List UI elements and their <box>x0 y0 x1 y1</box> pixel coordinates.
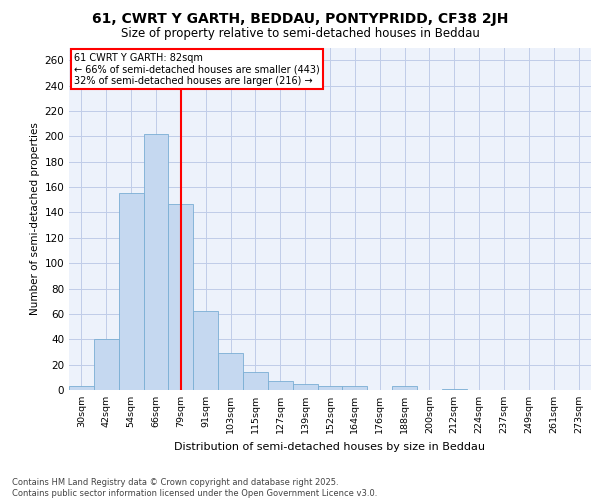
Bar <box>119 194 143 390</box>
Bar <box>268 381 293 390</box>
Text: 61 CWRT Y GARTH: 82sqm
← 66% of semi-detached houses are smaller (443)
32% of se: 61 CWRT Y GARTH: 82sqm ← 66% of semi-det… <box>74 52 320 86</box>
X-axis label: Distribution of semi-detached houses by size in Beddau: Distribution of semi-detached houses by … <box>175 442 485 452</box>
Text: Contains HM Land Registry data © Crown copyright and database right 2025.
Contai: Contains HM Land Registry data © Crown c… <box>12 478 377 498</box>
Text: Size of property relative to semi-detached houses in Beddau: Size of property relative to semi-detach… <box>121 28 479 40</box>
Bar <box>69 386 94 390</box>
Bar <box>293 384 317 390</box>
Bar <box>392 386 417 390</box>
Bar <box>218 353 243 390</box>
Bar <box>143 134 169 390</box>
Bar <box>343 386 367 390</box>
Y-axis label: Number of semi-detached properties: Number of semi-detached properties <box>30 122 40 315</box>
Text: 61, CWRT Y GARTH, BEDDAU, PONTYPRIDD, CF38 2JH: 61, CWRT Y GARTH, BEDDAU, PONTYPRIDD, CF… <box>92 12 508 26</box>
Bar <box>94 340 119 390</box>
Bar <box>442 388 467 390</box>
Bar <box>169 204 193 390</box>
Bar <box>243 372 268 390</box>
Bar <box>317 386 343 390</box>
Bar <box>193 312 218 390</box>
